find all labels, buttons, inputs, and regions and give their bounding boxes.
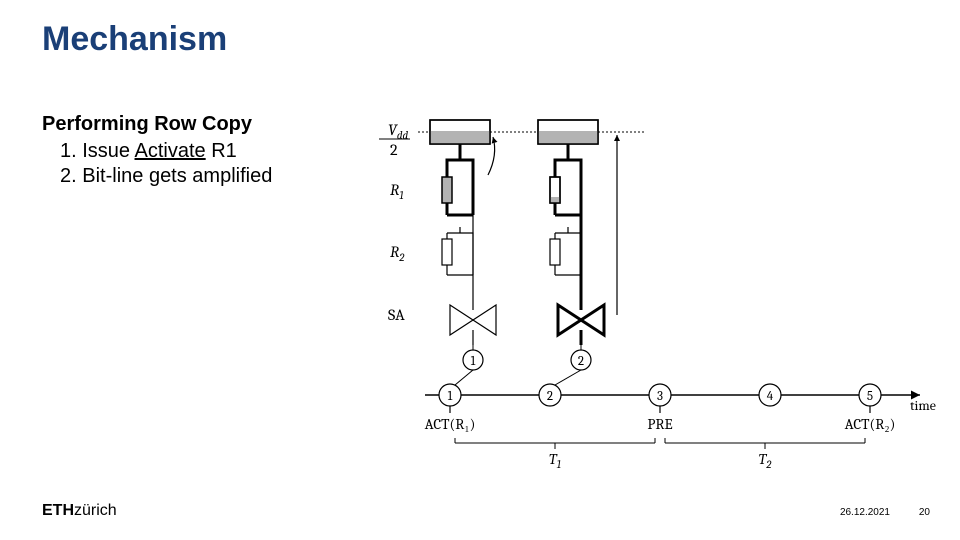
circuit-diagram: Vdd 2 R1 R2	[370, 115, 950, 475]
sense-amp-right	[558, 301, 604, 345]
t2-label: T2	[759, 450, 773, 471]
step-2-text: Bit-line gets amplified	[82, 165, 272, 187]
step-1-num: 1.	[60, 140, 77, 162]
step-1-pre: Issue	[82, 140, 134, 162]
logo-bold: ETH	[42, 502, 74, 519]
logo-light: zürich	[74, 502, 117, 519]
sense-amp-left	[450, 305, 496, 345]
step-2: 2. Bit-line gets amplified	[60, 165, 272, 188]
t1-label: T1	[549, 450, 561, 471]
svg-text:3: 3	[657, 389, 663, 404]
step-1-underlined: Activate	[135, 140, 206, 162]
timeline-label-pre: PRE	[647, 415, 672, 433]
eth-logo: ETHzürich	[42, 502, 117, 520]
svg-text:2: 2	[578, 354, 584, 369]
svg-text:4: 4	[767, 389, 774, 404]
svg-text:1: 1	[471, 354, 476, 369]
timeline-top: 1 2	[463, 350, 591, 370]
r2-label: R2	[390, 243, 405, 264]
step-2-num: 2.	[60, 165, 77, 187]
r2-cap-right	[550, 239, 560, 265]
time-label: time	[910, 397, 936, 414]
svg-text:2: 2	[547, 389, 553, 404]
step-1-post: R1	[206, 140, 237, 162]
r1-cap-left	[442, 177, 452, 203]
page-title: Mechanism	[42, 20, 227, 59]
step-1: 1. Issue Activate R1	[60, 140, 237, 163]
vdd-denom: 2	[390, 141, 398, 159]
svg-text:1: 1	[448, 389, 453, 404]
svg-text:5: 5	[867, 389, 873, 404]
r1-label: R1	[390, 181, 404, 202]
timeline-label-act-r1: ACT(R₁)	[425, 415, 476, 433]
timeline-label-act-r2: ACT(R₂)	[845, 415, 896, 433]
r2-cap-left	[442, 239, 452, 265]
sa-label: SA	[388, 306, 405, 324]
subtitle: Performing Row Copy	[42, 113, 252, 136]
footer-page: 20	[919, 507, 930, 518]
footer-date: 26.12.2021	[840, 507, 890, 518]
